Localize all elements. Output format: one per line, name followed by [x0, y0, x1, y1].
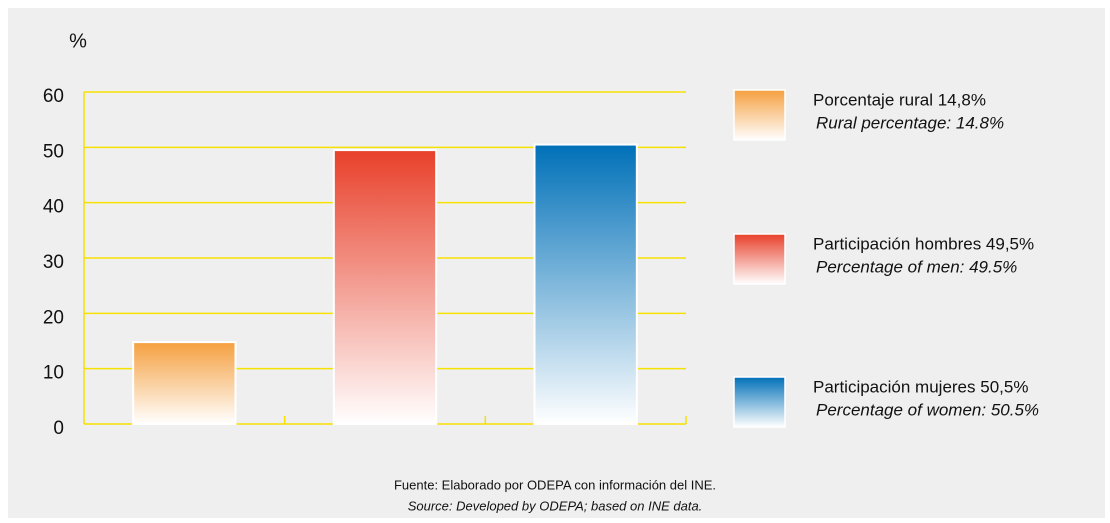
legend-label: Participación hombres 49,5% — [813, 234, 1034, 253]
legend-swatch — [733, 233, 786, 285]
legend-swatch — [733, 376, 786, 428]
legend-swatch — [733, 89, 786, 141]
legend-label-en: Percentage of men: 49.5% — [816, 257, 1017, 276]
legend-label-en: Percentage of women: 50.5% — [816, 400, 1039, 419]
y-tick-label: 20 — [43, 307, 64, 328]
y-tick-label: 0 — [53, 418, 64, 439]
y-tick-label: 60 — [43, 86, 64, 107]
bar — [132, 341, 237, 425]
y-tick-label: 50 — [43, 141, 64, 162]
source: Fuente: Elaborado por ODEPA con informac… — [394, 477, 716, 492]
y-tick-label: 40 — [43, 197, 64, 218]
bar — [533, 143, 638, 425]
legend-label: Porcentaje rural 14,8% — [813, 90, 986, 109]
legend-label-en: Rural percentage: 14.8% — [816, 113, 1004, 132]
y-tick-label: 30 — [43, 252, 64, 273]
y-tick-label: 10 — [43, 363, 64, 384]
source-en: Source: Developed by ODEPA; based on INE… — [408, 498, 703, 513]
legend-label: Participación mujeres 50,5% — [813, 377, 1028, 396]
y-axis-label: % — [69, 30, 87, 52]
bar — [332, 149, 438, 425]
